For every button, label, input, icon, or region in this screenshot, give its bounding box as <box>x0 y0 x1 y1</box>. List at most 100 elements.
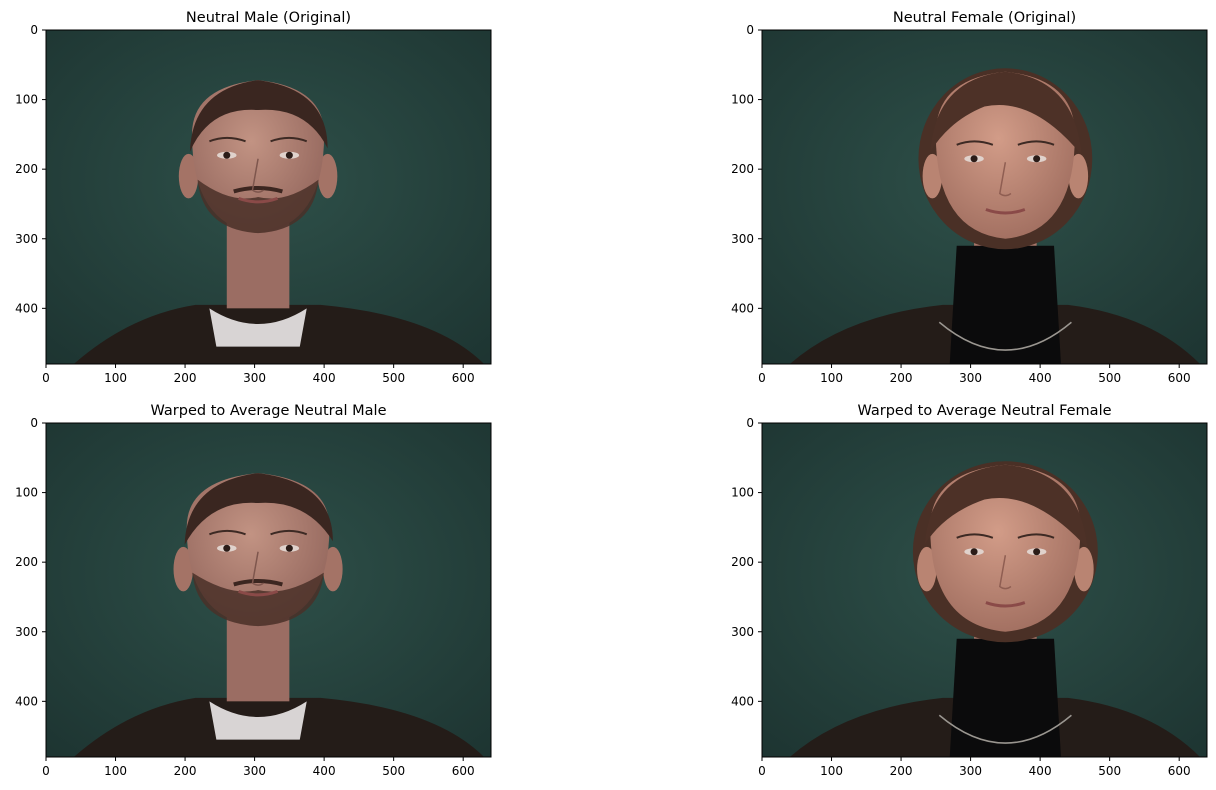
axes-frame <box>761 29 1208 365</box>
x-tick-label: 400 <box>1029 764 1052 778</box>
axes-frame <box>45 422 492 758</box>
left-eyebrow <box>956 533 994 539</box>
hair <box>924 464 1088 549</box>
left-pupil <box>223 544 231 552</box>
x-tick-label: 100 <box>820 764 843 778</box>
y-tick-label: 0 <box>746 23 754 37</box>
y-tick-label: 200 <box>15 162 38 176</box>
right-eyebrow <box>270 529 308 536</box>
left-ear <box>917 546 937 592</box>
mouth <box>985 208 1026 215</box>
hair <box>184 473 333 545</box>
y-tick-label: 200 <box>731 555 754 569</box>
x-tick-label: 400 <box>313 371 336 385</box>
y-tick-label: 400 <box>15 694 38 708</box>
x-tick-label: 600 <box>1168 764 1191 778</box>
y-tick-label: 300 <box>731 625 754 639</box>
necklace <box>938 714 1072 744</box>
collar <box>209 308 307 347</box>
y-tick-label: 400 <box>731 301 754 315</box>
panel-1: Neutral Male (Original) 0 100 200 300 400 500 6… <box>15 10 492 385</box>
left-ear <box>922 153 943 199</box>
mustache <box>233 185 283 194</box>
mouth <box>238 589 279 597</box>
x-tick-label: 300 <box>243 371 266 385</box>
y-tick-label: 300 <box>15 625 38 639</box>
right-eyebrow <box>1017 533 1055 539</box>
x-tick-label: 0 <box>42 371 50 385</box>
x-tick-label: 200 <box>890 371 913 385</box>
y-tick-label: 0 <box>746 416 754 430</box>
y-tick-label: 300 <box>15 232 38 246</box>
y-tick-label: 200 <box>731 162 754 176</box>
x-tick-label: 0 <box>42 764 50 778</box>
right-ear <box>1074 546 1094 592</box>
left-ear <box>178 153 199 199</box>
x-tick-label: 500 <box>382 371 405 385</box>
y-tick-label: 300 <box>731 232 754 246</box>
y-tick-label: 400 <box>731 694 754 708</box>
mouth <box>985 601 1026 608</box>
x-tick-label: 500 <box>1098 371 1121 385</box>
axes-frame <box>761 422 1208 758</box>
x-tick-label: 200 <box>890 764 913 778</box>
y-tick-label: 100 <box>15 486 38 500</box>
nose <box>251 158 265 193</box>
turtleneck <box>949 638 1061 757</box>
mouth <box>238 196 279 204</box>
left-pupil <box>223 151 231 159</box>
right-pupil <box>1033 548 1041 556</box>
collar <box>209 701 307 740</box>
beard <box>192 572 324 627</box>
panel-title: Neutral Male (Original) <box>186 10 351 26</box>
panel-title: Warped to Average Neutral Male <box>151 403 387 419</box>
x-tick-label: 300 <box>959 764 982 778</box>
panel-title: Warped to Average Neutral Female <box>857 403 1111 419</box>
y-tick-label: 0 <box>30 416 38 430</box>
right-pupil <box>285 151 293 159</box>
left-eyebrow <box>209 136 246 143</box>
x-tick-label: 300 <box>959 371 982 385</box>
x-tick-label: 300 <box>243 764 266 778</box>
x-tick-label: 400 <box>313 764 336 778</box>
right-eyebrow <box>1017 140 1055 146</box>
panel-2: Neutral Female (Original) 0 100 200 300 400 50… <box>731 10 1208 385</box>
y-tick-label: 100 <box>15 93 38 107</box>
left-pupil <box>970 155 978 163</box>
turtleneck <box>949 245 1061 364</box>
right-ear <box>323 546 343 592</box>
x-tick-label: 100 <box>104 371 127 385</box>
y-tick-label: 400 <box>15 301 38 315</box>
y-tick-label: 200 <box>15 555 38 569</box>
hair <box>930 71 1082 156</box>
right-pupil <box>1033 155 1041 163</box>
panel-4: Warped to Average Neutral Female 0 100 200 3… <box>731 403 1208 778</box>
x-tick-label: 600 <box>452 764 475 778</box>
nose <box>251 551 265 586</box>
x-tick-label: 200 <box>174 764 197 778</box>
y-tick-label: 100 <box>731 93 754 107</box>
x-tick-label: 100 <box>104 764 127 778</box>
x-tick-label: 600 <box>452 371 475 385</box>
beard <box>197 179 319 234</box>
mustache <box>233 578 283 587</box>
necklace <box>938 321 1072 351</box>
x-tick-label: 200 <box>174 371 197 385</box>
nose <box>998 555 1012 590</box>
right-pupil <box>285 544 293 552</box>
left-pupil <box>970 548 978 556</box>
left-ear <box>173 546 193 592</box>
x-tick-label: 0 <box>758 371 766 385</box>
right-ear <box>1068 153 1089 199</box>
right-eyebrow <box>270 136 308 143</box>
y-tick-label: 100 <box>731 486 754 500</box>
x-tick-label: 500 <box>1098 764 1121 778</box>
x-tick-label: 400 <box>1029 371 1052 385</box>
x-tick-label: 100 <box>820 371 843 385</box>
x-tick-label: 0 <box>758 764 766 778</box>
axes-frame <box>45 29 492 365</box>
x-tick-label: 500 <box>382 764 405 778</box>
hair <box>189 80 328 152</box>
left-eyebrow <box>209 529 246 536</box>
